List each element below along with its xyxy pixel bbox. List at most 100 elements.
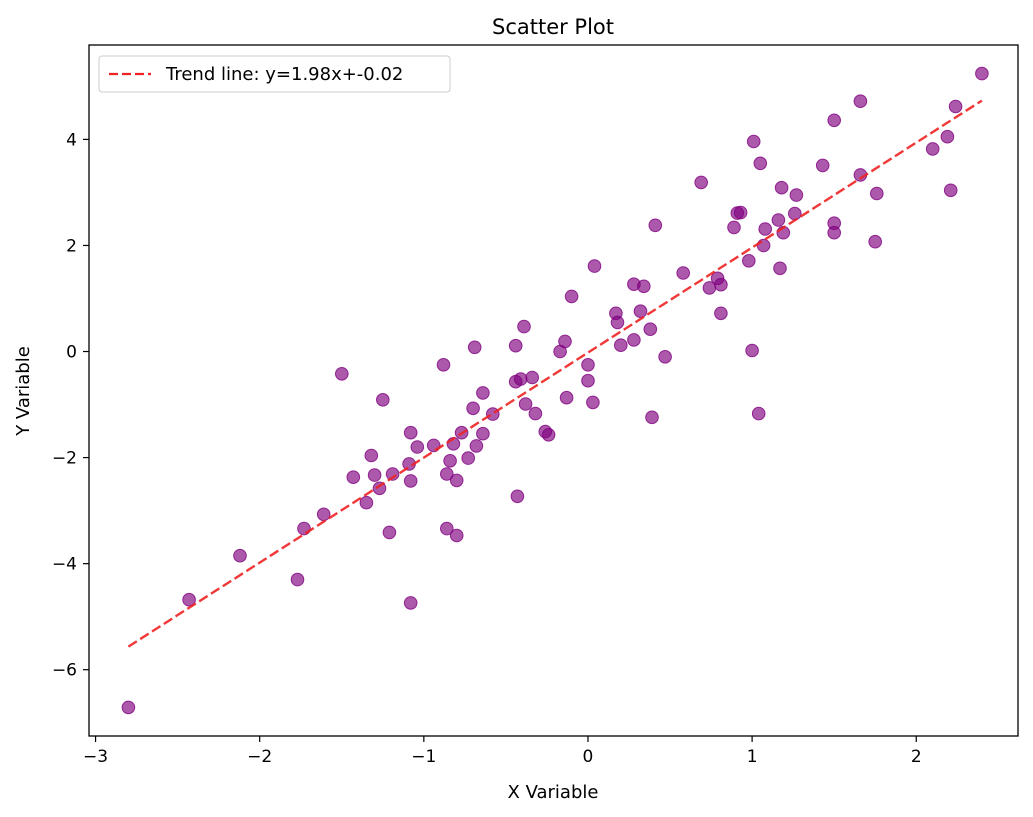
data-point [733,205,748,220]
data-point [290,572,305,587]
y-tick-label: −6 [52,661,77,681]
data-point [564,289,579,304]
data-point [449,528,464,543]
data-point [410,440,425,454]
data-point [868,234,883,249]
data-point [403,596,418,610]
data-point [385,467,400,481]
plot-frame [88,44,1019,737]
data-point [440,521,454,536]
data-point [403,474,418,488]
data-point [827,225,842,240]
data-point [648,218,663,233]
data-point [297,521,311,536]
y-tick-label: 4 [66,130,77,150]
data-point [440,467,454,481]
trend-line [127,99,983,648]
data-point [367,468,382,482]
data-point [948,99,963,114]
data-point [233,548,247,563]
data-point [637,279,651,294]
data-point [466,401,480,416]
data-point [510,489,525,504]
data-point [925,142,940,156]
y-axis: −6 −4 −2 0 2 4 [52,130,89,681]
legend-box [98,55,451,93]
data-point [469,439,484,453]
x-tick-label: 2 [911,747,922,767]
data-point [633,304,648,319]
data-point [121,700,136,715]
data-point [870,186,884,201]
data-point [182,592,196,607]
data-point [610,315,625,330]
data-point [676,266,691,280]
data-point [359,495,374,510]
data-point [714,277,728,292]
data-point [975,66,989,81]
data-point [467,340,482,355]
data-point [581,358,595,372]
data-point [756,238,771,253]
data-point [614,338,628,353]
data-point [758,222,773,236]
data-point [753,156,768,171]
plot-area [121,66,989,715]
data-point [346,470,361,485]
x-tick-label: −3 [83,747,108,767]
data-point [517,319,531,334]
data-point [581,373,595,388]
data-point [815,158,830,173]
x-tick-label: −1 [411,747,436,767]
x-axis: −3 −2 −1 0 1 2 [83,736,922,767]
data-point [476,426,490,441]
y-axis-label: Y Variable [13,346,34,437]
data-point [508,338,523,353]
y-tick-label: 0 [66,343,77,363]
x-tick-label: 0 [583,747,594,767]
data-point [403,425,418,440]
x-tick-label: −2 [247,747,272,767]
data-point [528,406,543,421]
x-tick-label: 1 [747,747,758,767]
data-point [376,393,390,407]
data-point [643,322,658,337]
y-tick-label: 2 [66,236,77,256]
data-point [525,370,540,385]
data-point [773,261,787,276]
y-tick-label: −4 [52,555,77,575]
data-point [541,428,556,442]
x-axis-label: X Variable [508,782,599,803]
data-point [443,454,457,468]
data-point [335,367,349,381]
data-point [559,390,574,405]
data-point [742,253,756,268]
data-point [645,410,659,425]
data-point [940,129,955,144]
data-point [586,395,600,410]
data-point [943,183,958,198]
data-point [436,358,451,372]
y-tick-label: −2 [52,449,77,469]
data-point [788,206,802,221]
data-point [789,188,804,202]
data-point [774,180,789,195]
data-point [827,113,842,128]
data-point [853,94,868,108]
data-point [745,343,759,358]
data-point [746,134,761,149]
data-point [382,525,397,540]
data-point [513,372,528,386]
data-point [587,259,602,273]
data-point [714,306,728,321]
chart-title: Scatter Plot [492,15,614,39]
data-point [449,473,464,488]
data-point [751,406,766,421]
data-point [518,397,533,411]
data-point [727,220,741,235]
data-point [364,448,379,463]
legend: Trend line: y=1.98x+-0.02 [98,55,451,93]
data-point [476,386,490,400]
data-point [627,333,641,347]
